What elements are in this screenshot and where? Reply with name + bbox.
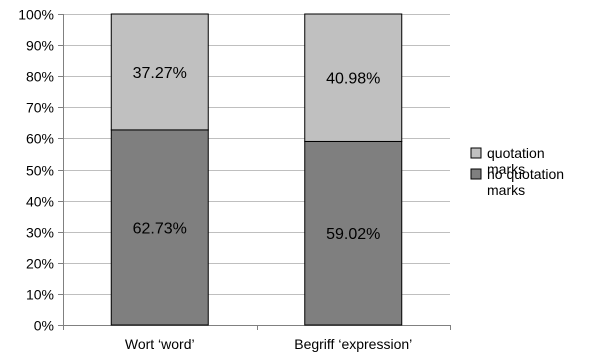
y-tick-label: 0%: [34, 318, 54, 334]
legend-label: quotation marks: [487, 145, 545, 177]
x-tick-label: Wort ‘word’: [125, 336, 195, 352]
y-tick-label: 30%: [26, 225, 54, 241]
y-tick-label: 80%: [26, 69, 54, 85]
bar-segment: [110, 129, 209, 326]
axes: 0% 10% 20% 30% 40% 50% 60% 70% 80% 90% 100% Wort ‘w…: [18, 7, 451, 352]
legend-label-line: no quotation: [487, 166, 564, 182]
y-tick-label: 40%: [26, 194, 54, 210]
bar-segment: [110, 13, 209, 131]
legend-label-line: marks: [487, 182, 525, 198]
legend-label-line: marks: [487, 161, 525, 177]
data-label: 59.02%: [326, 226, 380, 243]
y-tick-label: 100%: [18, 7, 54, 23]
y-tick-label: 20%: [26, 256, 54, 272]
y-tick-label: 50%: [26, 163, 54, 179]
y-tick-label: 70%: [26, 100, 54, 116]
data-label: 37.27%: [133, 65, 187, 82]
y-tick-label: 90%: [26, 38, 54, 54]
legend-swatch: [470, 147, 482, 159]
bars: [110, 13, 403, 326]
y-tick-label: 60%: [26, 131, 54, 147]
x-tick-label: Begriff ‘expression’: [294, 336, 412, 352]
legend-label: no quotation marks: [487, 166, 564, 198]
bar-segment: [304, 13, 403, 142]
legend-label-line: quotation: [487, 145, 545, 161]
data-labels: 62.73% 37.27% 59.02% 40.98%: [133, 65, 381, 243]
y-tick-label: 10%: [26, 287, 54, 303]
legend-swatch: [470, 168, 482, 180]
bar-segment: [304, 140, 403, 326]
data-label: 40.98%: [326, 71, 380, 88]
data-label: 62.73%: [133, 220, 187, 237]
